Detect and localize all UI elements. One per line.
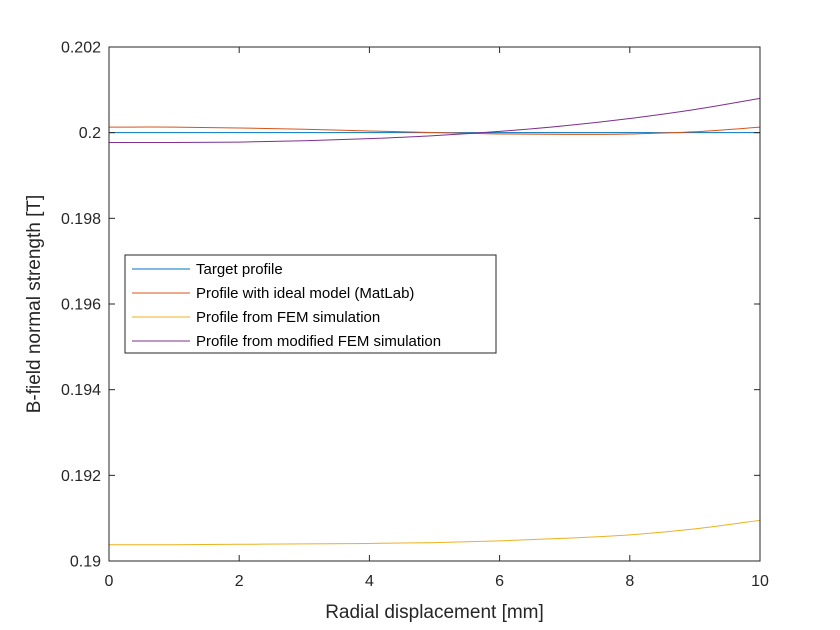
- y-tick-label: 0.194: [61, 382, 101, 399]
- series-line-2: [108, 126, 761, 135]
- x-tick-label: 0: [105, 573, 114, 590]
- x-tick-label: 10: [751, 573, 769, 590]
- legend-label: Profile with ideal model (MatLab): [196, 285, 414, 302]
- y-tick-label: 0.202: [61, 40, 101, 57]
- y-tick-label: 0.192: [61, 468, 101, 485]
- y-tick-label: 0.2: [79, 125, 101, 142]
- x-tick-label: 2: [235, 573, 244, 590]
- legend-label: Profile from modified FEM simulation: [196, 333, 441, 350]
- y-tick-label: 0.19: [70, 554, 101, 571]
- y-axis-label: B-field normal strength [T]: [24, 195, 45, 414]
- series-layer: [108, 97, 761, 546]
- series-line-4: [108, 97, 761, 144]
- x-tick-label: 4: [365, 573, 374, 590]
- x-tick-label: 8: [625, 573, 634, 590]
- x-axis-label: Radial displacement [mm]: [325, 602, 544, 623]
- series-line-3: [108, 519, 761, 546]
- legend-label: Profile from FEM simulation: [196, 309, 380, 326]
- x-axis: 0 2 4 6 8 10: [105, 47, 769, 590]
- y-axis: 0.19 0.192 0.194 0.196 0.198 0.2 0.202: [61, 40, 760, 571]
- x-tick-label: 6: [495, 573, 504, 590]
- legend-label: Target profile: [196, 261, 283, 278]
- y-tick-label: 0.196: [61, 297, 101, 314]
- legend-box: [124, 254, 497, 354]
- y-tick-label: 0.198: [61, 211, 101, 228]
- legend: Target profile Profile with ideal model (…: [124, 254, 497, 354]
